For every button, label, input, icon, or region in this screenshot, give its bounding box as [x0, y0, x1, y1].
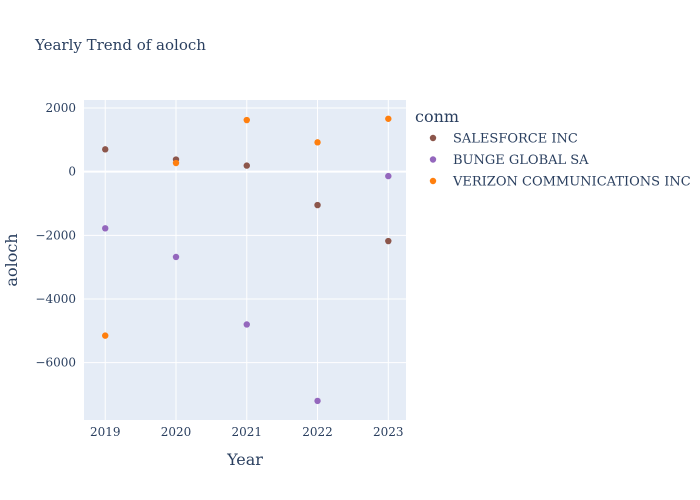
- legend-marker: [429, 156, 437, 163]
- point-verizon-communications-inc-2023: [385, 115, 392, 122]
- legend-marker: [429, 177, 437, 185]
- x-axis-title: Year: [226, 450, 263, 469]
- point-salesforce-inc-2021: [243, 162, 250, 169]
- legend-item-label: VERIZON COMMUNICATIONS INC: [452, 175, 691, 190]
- point-bunge-global-sa-2023: [385, 172, 392, 180]
- y-tick-label: 2000: [45, 101, 76, 115]
- point-verizon-communications-inc-2021: [243, 116, 250, 124]
- grid-layer: [84, 100, 406, 420]
- point-verizon-communications-inc-2020: [172, 159, 180, 167]
- x-tick-label: 2023: [373, 425, 404, 439]
- legend-item-label: BUNGE GLOBAL SA: [453, 153, 589, 168]
- x-tick-label: 2021: [231, 425, 262, 439]
- chart-title: Yearly Trend of aoloch: [34, 36, 206, 54]
- legend: conm SALESFORCE INC BUNGE GLOBAL SA VERIZO…: [415, 107, 691, 190]
- x-tick-label: 2019: [90, 425, 121, 439]
- point-bunge-global-sa-2021: [243, 321, 250, 328]
- point-verizon-communications-inc-2022: [314, 139, 321, 146]
- point-salesforce-inc-2023: [385, 237, 392, 245]
- y-tick-label: −6000: [35, 356, 76, 370]
- x-tick-labels: 2019 2020 2021 2022 2023: [90, 425, 404, 439]
- legend-title: conm: [415, 107, 459, 126]
- plot-area: [84, 100, 406, 420]
- y-tick-label: −2000: [35, 228, 76, 242]
- legend-item-label: SALESFORCE INC: [453, 132, 578, 147]
- point-salesforce-inc-2019: [102, 146, 109, 153]
- x-tick-label: 2020: [161, 425, 192, 439]
- point-verizon-communications-inc-2019: [102, 332, 109, 339]
- y-tick-labels: 2000 0 −2000 −4000 −6000: [35, 101, 76, 370]
- point-bunge-global-sa-2019: [102, 225, 109, 232]
- data-points: [102, 115, 392, 405]
- x-tick-label: 2022: [302, 425, 333, 439]
- point-salesforce-inc-2022: [314, 201, 321, 209]
- y-axis-title: aoloch: [2, 233, 21, 286]
- legend-marker: [429, 134, 437, 142]
- point-bunge-global-sa-2022: [314, 397, 321, 405]
- point-bunge-global-sa-2020: [172, 253, 180, 261]
- y-tick-label: 0: [68, 165, 76, 179]
- y-tick-label: −4000: [35, 292, 76, 306]
